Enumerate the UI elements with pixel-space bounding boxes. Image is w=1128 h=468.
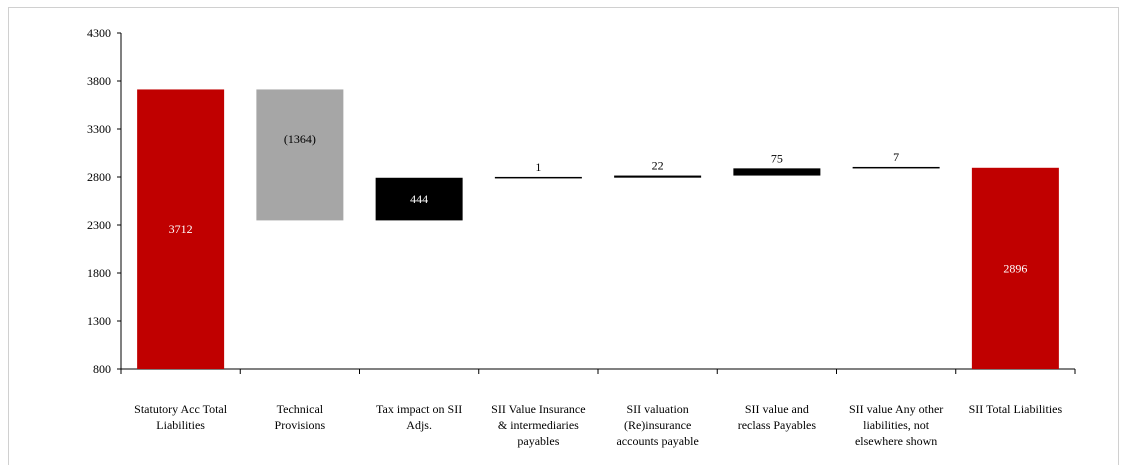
category-label-line: SII valuation — [626, 402, 688, 416]
bar-6 — [852, 166, 940, 169]
category-label-line: payables — [517, 434, 559, 448]
category-label-5: SII value and reclass Payables — [738, 402, 817, 432]
y-tick-label: 1300 — [87, 314, 111, 328]
category-label-7: SII Total Liabilities — [969, 402, 1063, 416]
category-label-3: SII Value Insurance & intermediaries payab… — [491, 402, 585, 448]
bar-3 — [494, 176, 582, 179]
category-label-line: Adjs. — [406, 418, 432, 432]
category-label-2: Tax impact on SII Adjs. — [376, 402, 462, 432]
category-label-line: SII value Any other — [849, 402, 943, 416]
category-label-6: SII value Any other liabilities, not elsew… — [849, 402, 943, 448]
data-label-6: 7 — [893, 150, 899, 164]
category-label-line: reclass Payables — [738, 418, 817, 432]
data-label-4: 22 — [652, 159, 664, 173]
bar-4 — [614, 175, 702, 178]
category-label-line: SII value and — [745, 402, 809, 416]
y-tick-label: 3300 — [87, 122, 111, 136]
category-label-line: Liabilities — [156, 418, 205, 432]
category-label-line: (Re)insurance — [624, 418, 691, 432]
category-label-line: Provisions — [275, 418, 326, 432]
y-tick-label: 2300 — [87, 218, 111, 232]
bar-2 — [375, 177, 463, 221]
category-label-line: Tax impact on SII — [376, 402, 462, 416]
data-label-1: (1364) — [284, 132, 316, 146]
data-label-0: 3712 — [169, 222, 193, 236]
category-label-line: Statutory Acc Total — [134, 402, 228, 416]
data-label-2: 444 — [410, 192, 428, 206]
bar-7 — [971, 167, 1059, 369]
category-label-line: liabilities, not — [863, 418, 930, 432]
bar-1 — [256, 89, 344, 221]
category-label-1: Technical Provisions — [275, 402, 326, 432]
bar-5 — [733, 168, 821, 176]
category-label-0: Statutory Acc Total Liabilities — [134, 402, 228, 432]
category-label-line: SII Value Insurance — [491, 402, 585, 416]
category-label-line: & intermediaries — [498, 418, 579, 432]
category-label-line: SII Total Liabilities — [969, 402, 1063, 416]
category-label-line: elsewhere shown — [855, 434, 937, 448]
chart-frame — [8, 7, 1119, 465]
y-tick-label: 3800 — [87, 74, 111, 88]
category-label-line: accounts payable — [616, 434, 698, 448]
y-tick-label: 2800 — [87, 170, 111, 184]
category-label-line: Technical — [277, 402, 324, 416]
y-tick-label: 4300 — [87, 26, 111, 40]
data-label-3: 1 — [535, 160, 541, 174]
y-tick-label: 1800 — [87, 266, 111, 280]
category-label-4: SII valuation (Re)insurance accounts payab… — [616, 402, 698, 448]
y-tick-label: 800 — [93, 362, 111, 376]
data-label-5: 75 — [771, 151, 783, 165]
data-label-7: 2896 — [1003, 261, 1027, 275]
bar-0 — [137, 89, 225, 369]
